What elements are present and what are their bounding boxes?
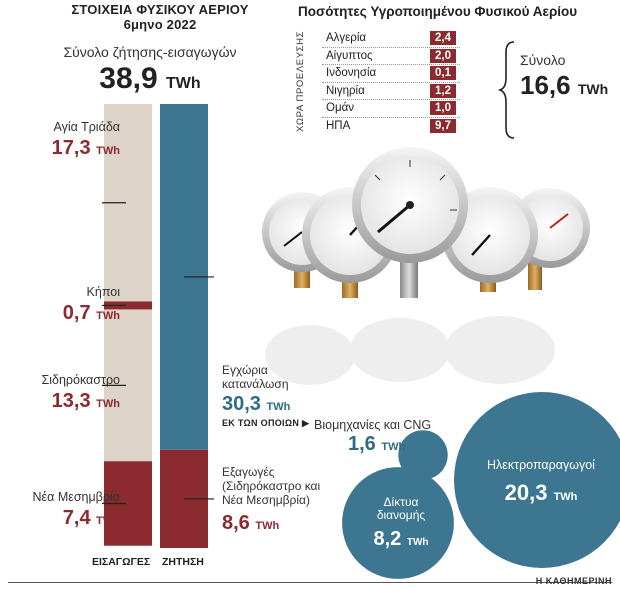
lng-value: 2,0: [430, 48, 456, 63]
lng-row: Ινδονησία 0,1: [322, 64, 460, 82]
lng-country: Ομάν: [326, 102, 354, 114]
value-sidirokastro: 13,3 TWh: [51, 390, 120, 412]
lng-row: Ομάν 1,0: [322, 99, 460, 117]
lng-country: Ινδονησία: [326, 67, 377, 79]
value-exports: 8,6 TWh: [222, 512, 280, 534]
label-industry-cng: Βιομηχανίες και CNG: [314, 418, 432, 432]
publisher-logo: Η ΚΑΘΗΜΕΡΙΝΗ: [535, 576, 612, 586]
label-consumption: Εγχώρια κατανάλωση: [222, 363, 289, 391]
value-distribution: 8,2 TWh: [373, 528, 429, 550]
lng-row: Νιγηρία 1,2: [322, 81, 460, 100]
triangle-right-icon: ▶: [301, 418, 310, 428]
lng-country: Αίγυπτος: [326, 49, 373, 62]
lng-row: ΗΠΑ 9,7: [322, 116, 460, 135]
pressure-gauges-illustration: [262, 147, 590, 385]
lng-table: Αλγερία 2,4 Αίγυπτος 2,0 Ινδονησία 0,1 Νιγηρία…: [322, 30, 460, 134]
total-value: 38,9 TWh: [99, 62, 201, 95]
value-nea-mesimvria: 7,4 TWh: [62, 507, 120, 529]
chart-title: ΣΤΟΙΧΕΙΑ ΦΥΣΙΚΟΥ ΑΕΡΙΟΥ 6μηνο 2022: [60, 2, 260, 32]
lng-value: 1,0: [430, 101, 456, 115]
lng-value: 9,7: [430, 118, 456, 133]
lng-country: ΗΠΑ: [326, 119, 351, 132]
bubble-0: [398, 430, 448, 480]
lng-country: Αλγερία: [326, 32, 367, 44]
bubble-1: [454, 392, 620, 568]
x-label-demand: ΖΗΤΗΣΗ: [162, 556, 204, 568]
value-kipoi: 0,7 TWh: [62, 302, 120, 324]
label-power-producers: Ηλεκτροπαραγωγοί: [487, 458, 595, 472]
brace-icon: [498, 41, 515, 139]
lng-value: 2,4: [430, 31, 456, 45]
lng-row: Αίγυπτος 2,0: [322, 46, 460, 65]
lng-country: Νιγηρία: [326, 84, 365, 97]
label-exports: Εξαγωγές (Σιδηρόκαστρο και Νέα Μεσημβρία…: [222, 465, 321, 507]
value-consumption: 30,3 TWh: [222, 393, 291, 415]
bubble-2: [342, 467, 454, 579]
lng-value: 1,2: [430, 83, 456, 98]
lng-total-value: 16,6 TWh: [520, 70, 609, 100]
value-agia-triada: 17,3 TWh: [51, 137, 120, 159]
lng-row: Αλγερία 2,4: [322, 30, 460, 47]
footer-rule: [8, 582, 612, 583]
x-label-imports: ΕΙΣΑΓΩΓΕΣ: [92, 556, 151, 568]
label-kipoi: Κήποι: [86, 285, 120, 299]
title-line-1: ΣΤΟΙΧΕΙΑ ΦΥΣΙΚΟΥ ΑΕΡΙΟΥ: [71, 2, 249, 17]
label-distribution: Δίκτυα διανομής: [376, 495, 426, 522]
lng-value: 0,1: [430, 66, 456, 80]
label-nea-mesimvria: Νέα Μεσημβρία: [32, 490, 120, 504]
label-sidirokastro: Σιδηρόκαστρο: [41, 373, 120, 387]
value-power-producers: 20,3 TWh: [504, 480, 578, 505]
value-industry-cng: 1,6 TWh: [348, 433, 406, 455]
title-line-2: 6μηνο 2022: [123, 17, 197, 32]
total-label: Σύνολο ζήτησης-εισαγωγών: [63, 44, 237, 60]
lng-total-label: Σύνολο: [520, 52, 566, 68]
bar-segment-imports-1: [104, 301, 152, 310]
lng-title: Ποσότητες Υγροποιημένου Φυσικού Αερίου: [298, 4, 578, 19]
label-agia-triada: Αγία Τριάδα: [53, 120, 120, 134]
subtitle-of-which: ΕΚ ΤΩΝ ΟΠΟΙΩΝ ▶: [222, 418, 310, 428]
